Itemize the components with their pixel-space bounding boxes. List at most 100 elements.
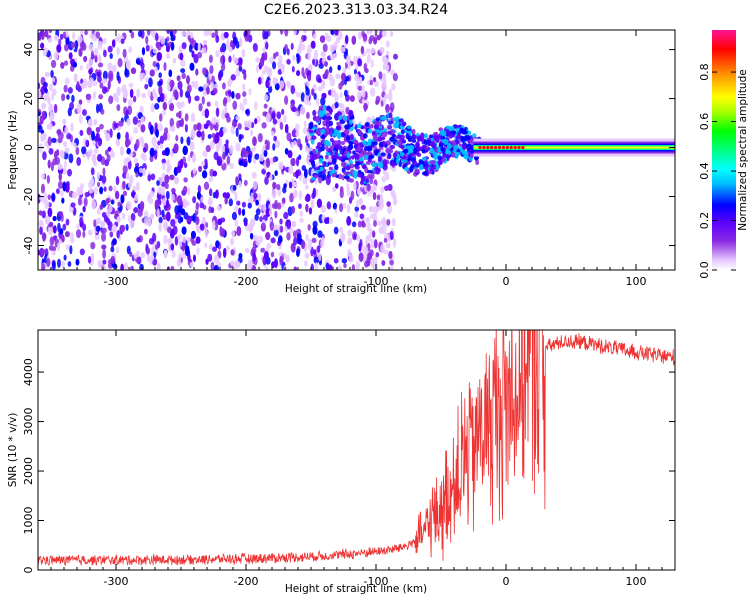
heatmap-cell: [429, 147, 435, 154]
heatmap-cell: [62, 167, 67, 175]
heatmap-cell: [108, 185, 113, 192]
heatmap-cell: [176, 101, 182, 108]
heatmap-cell: [272, 77, 278, 86]
heatmap-cell: [475, 159, 480, 166]
heatmap-cell: [264, 176, 269, 186]
heatmap-cell: [197, 42, 201, 51]
heatmap-cell: [274, 83, 280, 91]
heatmap-cell: [360, 45, 365, 55]
heatmap-cell: [176, 165, 182, 174]
heatmap-cell: [116, 86, 121, 96]
heatmap-cell: [63, 84, 68, 93]
heatmap-cell: [357, 85, 363, 91]
heatmap-cell: [40, 183, 46, 194]
heatmap-cell: [53, 51, 59, 61]
heatmap-cell: [117, 33, 121, 44]
heatmap-cell: [370, 59, 374, 68]
heatmap-cell: [389, 102, 395, 112]
heatmap-cell: [296, 52, 300, 59]
heatmap-cell: [293, 189, 298, 199]
heatmap-cell: [254, 153, 260, 160]
heatmap-cell: [427, 170, 433, 175]
heatmap-cell: [45, 218, 50, 225]
heatmap-cell: [369, 75, 373, 82]
carrier-peak: [509, 145, 513, 150]
heatmap-cell: [38, 210, 43, 216]
heatmap-cell: [215, 35, 220, 44]
heatmap-cell: [367, 189, 372, 197]
colorbar-ticks: 0.0 0.2 0.4 0.6 0.8: [698, 63, 736, 279]
heatmap-cell: [220, 56, 224, 64]
heatmap-cell: [391, 217, 396, 227]
heatmap-cell: [162, 101, 167, 111]
heatmap-cell: [79, 185, 84, 196]
heatmap-cell: [293, 30, 297, 36]
heatmap-cell: [369, 87, 376, 97]
heatmap-cell: [142, 147, 147, 153]
heatmap-cell: [225, 245, 231, 251]
heatmap-cell: [372, 261, 378, 270]
heatmap-cell: [305, 193, 311, 203]
heatmap-cell: [295, 111, 299, 117]
heatmap-cell: [307, 74, 312, 82]
heatmap-cell: [139, 72, 143, 82]
heatmap-cell: [374, 149, 380, 154]
heatmap-cell: [130, 212, 136, 222]
heatmap-cell: [308, 129, 314, 134]
carrier-peak: [486, 145, 490, 150]
heatmap-cell: [161, 209, 165, 218]
heatmap-cell: [243, 179, 248, 186]
heatmap-cell: [221, 111, 226, 120]
heatmap-cell: [150, 213, 155, 220]
heatmap-cell: [163, 221, 169, 232]
heatmap-cell: [120, 263, 124, 270]
heatmap-cell: [310, 40, 316, 49]
heatmap-cell: [392, 237, 397, 248]
heatmap-cell: [467, 147, 471, 152]
heatmap-cell: [381, 30, 387, 38]
heatmap-cell: [337, 64, 341, 71]
heatmap-cell: [128, 182, 133, 189]
heatmap-cell: [340, 161, 347, 168]
heatmap-cell: [191, 153, 196, 163]
heatmap-cell: [381, 176, 387, 183]
heatmap-cell: [374, 80, 379, 88]
heatmap-cell: [338, 115, 343, 120]
heatmap-cell: [192, 167, 197, 175]
heatmap-cell: [244, 34, 250, 42]
snr-panel: -300 -200 -100 0 100 0 1000 2000 3000 4000 Heigh…: [7, 329, 676, 595]
heatmap-cell: [171, 125, 176, 132]
heatmap-cell: [100, 108, 105, 115]
heatmap-cell: [336, 132, 342, 139]
heatmap-cell: [438, 142, 444, 148]
heatmap-cell: [345, 35, 349, 45]
heatmap-cell: [40, 42, 45, 49]
heatmap-cell: [54, 35, 59, 41]
heatmap-cell: [164, 174, 170, 184]
bottom-y-ticks: 0 1000 2000 3000 4000: [22, 358, 675, 574]
heatmap-cell: [224, 197, 228, 205]
heatmap-cell: [137, 30, 143, 38]
heatmap-cell: [193, 53, 199, 64]
heatmap-cell: [265, 112, 272, 123]
heatmap-cell: [179, 158, 184, 169]
heatmap-cell: [203, 181, 210, 191]
heatmap-cell: [179, 52, 184, 61]
heatmap-cell: [146, 252, 150, 262]
heatmap-cell: [140, 152, 146, 160]
heatmap-cell: [136, 236, 141, 243]
heatmap-cell: [56, 129, 62, 135]
heatmap-cell: [125, 131, 129, 142]
heatmap-cell: [382, 159, 388, 166]
heatmap-cell: [464, 134, 471, 140]
heatmap-cell: [87, 255, 92, 264]
carrier-peak: [521, 145, 525, 150]
heatmap-cell: [230, 40, 234, 48]
heatmap-cell: [286, 132, 292, 142]
heatmap-cell: [350, 190, 355, 201]
heatmap-cell: [230, 74, 236, 81]
heatmap-cell: [337, 31, 343, 40]
heatmap-cell: [257, 193, 262, 202]
heatmap-cell: [285, 254, 290, 263]
heatmap-cell: [156, 192, 162, 201]
